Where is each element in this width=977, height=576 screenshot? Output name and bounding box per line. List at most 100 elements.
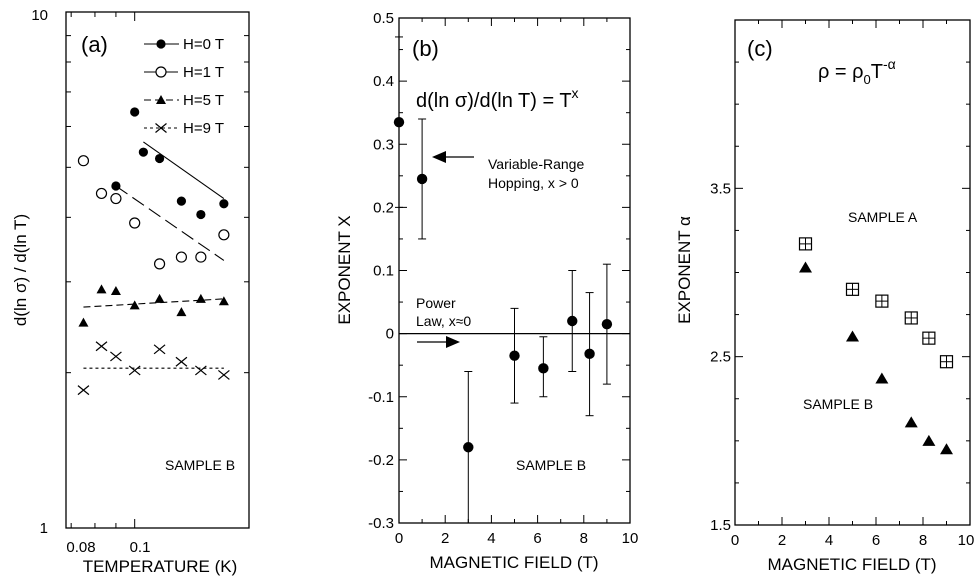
c-ytick-label: 1.5 (710, 517, 731, 534)
point-s3-6 (194, 365, 207, 376)
point-s1-0-shape (799, 261, 812, 273)
point-s1-1-shape (846, 330, 859, 342)
point-s3-0-stroke2 (77, 385, 90, 396)
panel-c-ticks (734, 20, 971, 526)
panel-a-ticks (66, 12, 249, 528)
b-ytick-label: 0.1 (373, 263, 394, 280)
point-s3-1-stroke2 (95, 341, 108, 352)
point-s1-1 (846, 330, 859, 342)
point-s1-6-shape (195, 251, 207, 263)
formula-T: T (871, 61, 883, 83)
formula-subscript: 0 (864, 72, 871, 87)
point-0-shape (393, 116, 405, 128)
point-s0-3 (154, 153, 165, 164)
point-s2-5-shape (176, 307, 187, 317)
point-s1-4 (922, 434, 936, 446)
vrh-label-line2: Hopping, x > 0 (488, 175, 579, 191)
point-s0-4 (176, 196, 187, 206)
panel-b: (b) d(ln σ)/d(ln T) = Tx Variable-Range … (335, 10, 638, 572)
b-ytick-label: 0.4 (373, 73, 394, 90)
point-s1-1 (95, 187, 108, 200)
panel-c-tick-labels: 1.5 2.5 3.5 0 2 4 6 8 10 (710, 180, 974, 549)
b-ytick-label: -0.1 (368, 389, 394, 406)
panel-c: (c) ρ = ρ0T-α SAMPLE A SAMPLE B 1.52.53.… (675, 19, 974, 574)
point-s3-4 (153, 344, 166, 355)
c-yaxis-label: EXPONENT α (675, 216, 694, 324)
point-s0-4-shape (176, 196, 187, 206)
point-6-shape (584, 348, 595, 360)
point-s1-7-shape (218, 229, 230, 241)
formula-main: d(ln σ)/d(ln T) = T (416, 90, 572, 112)
legend-marker-1-shape (155, 66, 167, 78)
point-s2-0-shape (78, 317, 89, 327)
legend-label-h9: H=9 T (183, 120, 224, 137)
panel-a-legend: H=0 T H=1 T H=5 T H=9 T (144, 36, 224, 137)
point-s1-0 (799, 261, 812, 273)
c-ytick-label: 2.5 (710, 349, 731, 366)
point-s0-2-shape (138, 147, 148, 157)
point-s3-3 (128, 365, 141, 376)
panel-a-sample-label: SAMPLE B (165, 457, 235, 473)
point-s3-5 (175, 356, 188, 367)
b-xaxis-label: MAGNETIC FIELD (T) (429, 553, 598, 572)
point-5 (567, 315, 578, 327)
panel-b-tick-labels: -0.3 -0.2 -0.1 0 0.1 0.2 0.3 0.4 0.5 0 2 4 6 8 10 (368, 10, 638, 547)
point-s1-6 (195, 251, 207, 263)
a-yaxis-label: d(ln σ) / d(ln T) (11, 214, 30, 326)
point-s3-6-stroke2 (194, 365, 207, 376)
panel-b-label: (b) (412, 36, 439, 61)
point-s1-1-shape (95, 187, 108, 200)
arrow-vrh-head (432, 151, 446, 163)
arrow-power-law (417, 336, 460, 348)
point-s2-4-shape (154, 293, 165, 303)
panel-c-markers (798, 237, 954, 455)
point-s2-6 (195, 293, 206, 303)
panel-a-frame (65, 11, 250, 529)
arrow-power-head (446, 336, 460, 348)
arrow-vrh (432, 151, 474, 163)
point-s0-1 (130, 107, 140, 117)
point-s0-5-shape (196, 209, 206, 220)
b-ytick-label: -0.2 (368, 452, 394, 469)
b-yaxis-label: EXPONENT X (335, 215, 354, 324)
point-s1-7 (218, 229, 230, 241)
a-xtick-label-0.08: 0.08 (66, 539, 95, 556)
point-s3-2-stroke2 (110, 351, 122, 362)
point-s0-4 (922, 331, 936, 345)
legend-label-h0: H=0 T (183, 36, 224, 53)
point-s2-0 (78, 317, 89, 327)
panel-b-sample-label: SAMPLE B (516, 457, 586, 473)
point-s1-0 (77, 155, 90, 167)
point-s1-2 (110, 192, 122, 205)
point-1 (416, 173, 428, 185)
b-xtick-label: 10 (622, 530, 639, 547)
legend-marker-2-shape (156, 95, 166, 104)
point-s0-0 (111, 181, 121, 191)
point-s2-3 (129, 300, 140, 310)
a-ytick-label-1: 1 (40, 520, 48, 537)
point-s3-4-stroke2 (153, 344, 166, 355)
point-4 (538, 363, 549, 374)
point-s2-6-shape (195, 293, 206, 303)
panel-a-fit-lines (83, 141, 225, 369)
point-s0-3-shape (154, 153, 165, 164)
vrh-label-line1: Variable-Range (488, 156, 584, 172)
point-3-shape (509, 350, 520, 361)
panel-a-label: (a) (81, 32, 108, 57)
legend-label-h5: H=5 T (183, 92, 224, 109)
a-ytick-label-10: 10 (31, 7, 48, 24)
point-s2-3-shape (129, 300, 140, 310)
b-ytick-label: 0.2 (373, 199, 394, 216)
panel-c-frame (734, 19, 971, 526)
b-xtick-label: 6 (533, 530, 541, 547)
legend-marker-0-shape (156, 39, 166, 49)
b-xtick-label: 4 (487, 530, 495, 547)
power-law-label-line1: Power (416, 295, 456, 311)
fit-line-1 (115, 185, 225, 261)
point-s1-4 (153, 258, 166, 270)
c-xtick-label: 6 (872, 532, 880, 549)
fit-line-2 (83, 298, 224, 308)
point-s1-2-shape (875, 372, 889, 384)
point-s1-0-shape (77, 155, 90, 167)
